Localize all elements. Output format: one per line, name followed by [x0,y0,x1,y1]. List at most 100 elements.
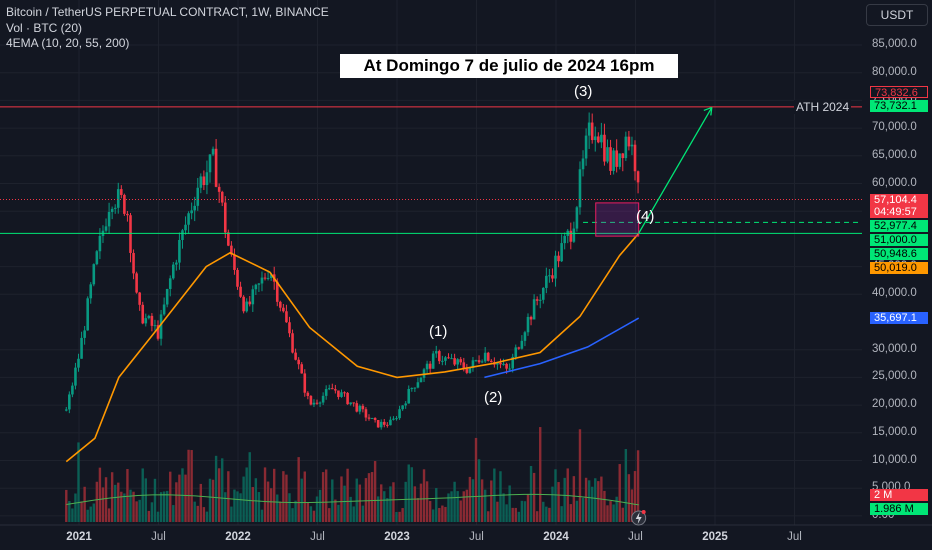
candle-body [538,299,542,301]
volume-bar [490,480,493,522]
x-tick-label: 2023 [384,531,410,543]
candle-body [153,325,157,327]
volume-bar [349,496,352,522]
volume-bar [101,487,105,522]
candle-body [80,337,83,359]
y-tick-label: 40,000.0 [872,287,917,300]
candle-body [64,409,68,411]
volume-bar [361,505,365,522]
volume-bar [569,504,572,522]
candle-body [245,301,248,312]
volume-bar [410,467,413,522]
candle-body [554,255,557,279]
candle-body [569,230,573,242]
candle-body [266,278,270,280]
candle-body [600,134,603,143]
accumulation-zone [595,202,640,237]
candle-body [581,158,585,170]
volume-bar [407,464,410,522]
volume-bar [539,427,542,522]
candle-body [116,189,120,208]
candle-body [572,228,576,242]
candle-body [413,387,417,389]
y-tick-label: 70,000.0 [872,121,917,134]
volume-bar [587,480,591,522]
candle-body [535,299,539,301]
candle-body [309,395,313,405]
candle-body [560,243,563,262]
candle-body [621,153,625,159]
ema200-line [484,317,640,379]
volume-bar [288,493,291,522]
candle-body [217,186,221,192]
candle-body [150,315,154,326]
volume-bar [199,483,203,522]
candle-body [606,147,609,162]
volume-bar [416,498,420,522]
candle-body [382,421,386,425]
candle-body [113,207,117,209]
volume-bar [175,482,178,522]
candle-body [496,362,499,365]
candle-body [532,299,536,320]
candle-body [590,122,594,141]
volume-bar [438,507,441,522]
candle-body [337,390,340,397]
candle-body [110,208,114,212]
candle-body [190,210,193,214]
volume-bar [572,476,576,522]
volume-bar [77,442,80,522]
volume-bar [123,493,126,522]
volume-bar [193,501,196,522]
candle-body [251,289,255,305]
volume-bar [297,457,300,522]
volume-bar [551,486,554,522]
candle-body [184,224,187,231]
candle-body [129,215,132,253]
volume-bar [459,500,462,522]
volume-bar [474,437,478,522]
volume-bar [129,489,132,522]
volume-bar [584,477,588,522]
wave-label-1: (1) [429,323,448,340]
currency-button[interactable]: USDT [866,4,928,26]
volume-bar [575,500,579,522]
volume-bar [483,489,487,522]
candle-body [297,359,300,365]
volume-bar [279,501,282,522]
volume-bar [453,481,456,522]
volume-bar [74,493,77,522]
badge-35697: 35,697.1 [870,312,928,324]
candle-body [211,148,215,155]
volume-bar [190,450,193,522]
candle-body [462,362,466,369]
volume-bar [523,501,527,522]
volume-bar [245,467,248,522]
volume-bar [315,496,319,522]
volume-bar [505,504,508,522]
volume-bar [312,510,316,522]
volume-bar [169,471,172,522]
candle-body [275,281,279,302]
candle-body [303,373,307,393]
candle-body [389,419,392,426]
candle-body [77,358,80,368]
volume-bar [435,488,438,522]
candle-body [132,252,135,274]
volume-bar [95,481,99,522]
volume-bar [456,491,459,522]
volume-bar [465,489,469,522]
volume-bar [355,478,358,522]
candle-body [593,136,597,141]
x-tick-label: 2022 [225,531,251,543]
volume-bar [352,506,355,522]
volume-bar [110,472,114,522]
candle-body [175,262,178,265]
candle-body [171,264,175,279]
volume-bar [144,478,147,522]
ema-legend: 4EMA (10, 20, 55, 200) [6,36,130,50]
volume-bar [254,478,258,522]
volume-bar [178,474,181,522]
volume-bar [468,476,472,522]
